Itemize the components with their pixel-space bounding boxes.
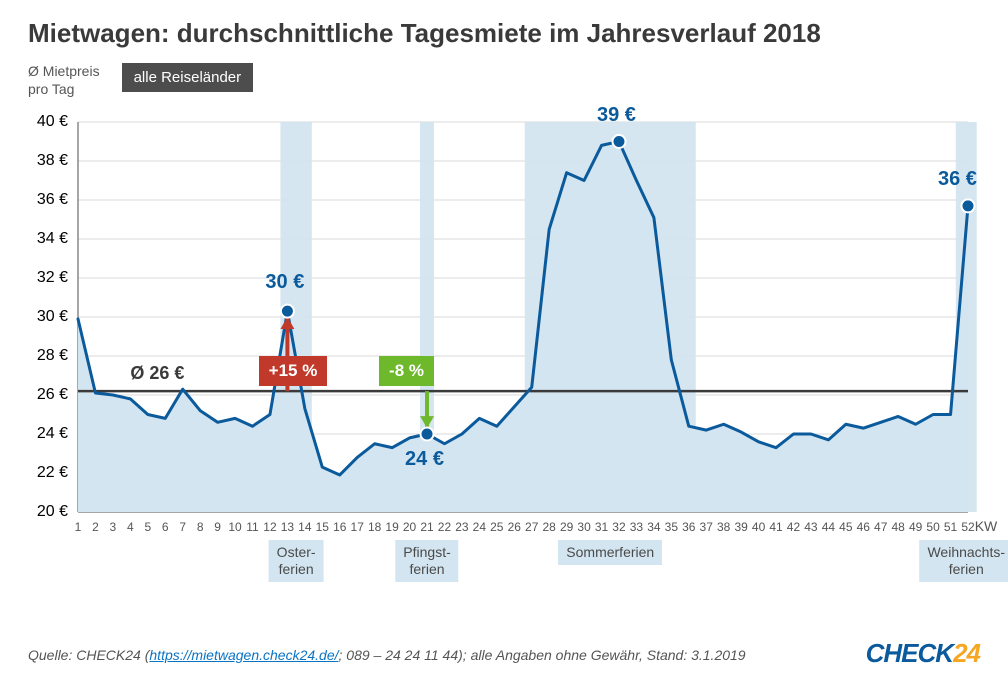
header-row: Ø Mietpreis pro Tag alle Reiseländer	[28, 63, 980, 98]
x-tick-label: 5	[144, 520, 151, 534]
x-tick-label: 37	[700, 520, 713, 534]
x-tick-label: 33	[630, 520, 643, 534]
pct-badge: -8 %	[379, 356, 434, 386]
logo-number: 24	[953, 638, 980, 668]
avg-label: Ø 26 €	[130, 363, 184, 384]
x-tick-label: 7	[179, 520, 186, 534]
x-tick-label: 3	[110, 520, 117, 534]
y-axis-title: Ø Mietpreis pro Tag	[28, 63, 100, 98]
x-tick-label: 1	[75, 520, 82, 534]
x-tick-label: 12	[263, 520, 276, 534]
x-tick-label: 44	[822, 520, 835, 534]
x-tick-label: 26	[508, 520, 521, 534]
x-tick-label: 4	[127, 520, 134, 534]
x-tick-label: 46	[857, 520, 870, 534]
peak-label: 39 €	[597, 104, 636, 127]
y-tick-label: 28 €	[28, 347, 68, 365]
x-tick-label: 45	[839, 520, 852, 534]
x-tick-label: 47	[874, 520, 887, 534]
y-tick-label: 38 €	[28, 152, 68, 170]
holiday-label: Pfingst-ferien	[395, 540, 458, 582]
x-tick-label: 13	[281, 520, 294, 534]
pct-badge: +15 %	[259, 356, 328, 386]
y-tick-label: 22 €	[28, 464, 68, 482]
x-tick-label: 35	[665, 520, 678, 534]
brand-logo: CHECK24	[866, 638, 980, 669]
x-tick-label: 34	[647, 520, 660, 534]
x-tick-label: 32	[612, 520, 625, 534]
chart-svg	[28, 102, 978, 542]
y-tick-label: 34 €	[28, 230, 68, 248]
x-tick-label: 31	[595, 520, 608, 534]
y-axis-title-line2: pro Tag	[28, 81, 74, 97]
x-tick-label: 10	[228, 520, 241, 534]
holiday-label: Sommerferien	[558, 540, 662, 565]
x-tick-label: 48	[892, 520, 905, 534]
x-tick-label: 50	[926, 520, 939, 534]
x-tick-label: 22	[438, 520, 451, 534]
logo-prefix: CHECK	[866, 638, 953, 668]
peak-label: 24 €	[405, 448, 444, 471]
x-tick-label: 36	[682, 520, 695, 534]
x-tick-label: 11	[246, 520, 258, 534]
x-tick-label: 23	[455, 520, 468, 534]
chart-area: 20 € 22 € 24 € 26 € 28 € 30 € 32 € 34 € 36 € 38 €…	[28, 102, 980, 542]
x-tick-label: 6	[162, 520, 169, 534]
source-link[interactable]: https://mietwagen.check24.de/	[149, 647, 338, 663]
x-tick-label: 18	[368, 520, 381, 534]
x-tick-label: 25	[490, 520, 503, 534]
x-tick-label: 38	[717, 520, 730, 534]
chart-title: Mietwagen: durchschnittliche Tagesmiete …	[28, 18, 980, 49]
x-tick-label: 40	[752, 520, 765, 534]
x-tick-label: 20	[403, 520, 416, 534]
x-tick-label: 39	[734, 520, 747, 534]
x-tick-label: 16	[333, 520, 346, 534]
x-tick-label: 51	[944, 520, 957, 534]
y-tick-label: 40 €	[28, 113, 68, 131]
x-tick-label: 42	[787, 520, 800, 534]
x-tick-label: 14	[298, 520, 311, 534]
x-tick-label: 49	[909, 520, 922, 534]
y-axis-title-line1: Ø Mietpreis	[28, 63, 100, 79]
source-prefix: Quelle: CHECK24 (	[28, 647, 149, 663]
holiday-label: Oster-ferien	[269, 540, 324, 582]
peak-label: 30 €	[265, 271, 304, 294]
x-tick-label: 27	[525, 520, 538, 534]
y-tick-label: 36 €	[28, 191, 68, 209]
y-tick-label: 32 €	[28, 269, 68, 287]
y-tick-label: 30 €	[28, 308, 68, 326]
x-tick-label: 41	[769, 520, 782, 534]
x-tick-label: 24	[473, 520, 486, 534]
x-tick-label: 30	[577, 520, 590, 534]
x-tick-label: 52	[961, 520, 974, 534]
x-tick-label: 28	[542, 520, 555, 534]
y-tick-label: 20 €	[28, 503, 68, 521]
x-tick-label: 21	[420, 520, 433, 534]
countries-badge: alle Reiseländer	[122, 63, 254, 92]
x-tick-label: 2	[92, 520, 99, 534]
y-tick-label: 24 €	[28, 425, 68, 443]
source-line: Quelle: CHECK24 (https://mietwagen.check…	[28, 647, 746, 663]
peak-label: 36 €	[938, 168, 977, 191]
y-tick-label: 26 €	[28, 386, 68, 404]
x-tick-label: 15	[316, 520, 329, 534]
x-tick-label: 9	[214, 520, 221, 534]
x-tick-label: 29	[560, 520, 573, 534]
source-suffix: ; 089 – 24 24 11 44); alle Angaben ohne …	[339, 647, 746, 663]
x-tick-label: 8	[197, 520, 204, 534]
x-tick-label: 17	[351, 520, 364, 534]
x-tick-label: 19	[385, 520, 398, 534]
x-tick-label: 43	[804, 520, 817, 534]
x-axis-title: KW	[975, 518, 998, 534]
holiday-label: Weihnachts-ferien	[919, 540, 1008, 582]
